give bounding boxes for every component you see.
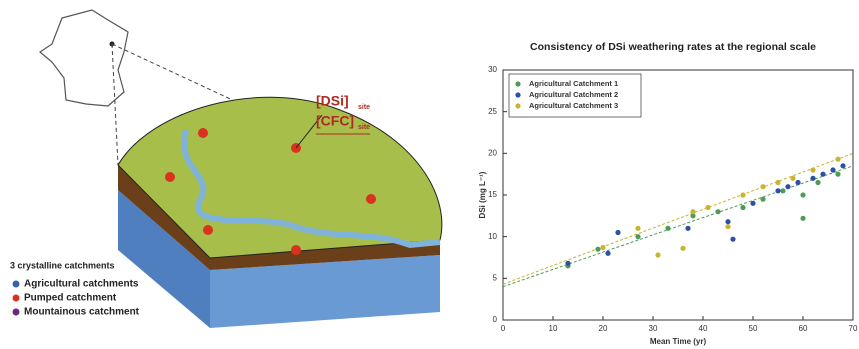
x-tick-label: 40 (699, 324, 708, 333)
point (840, 163, 846, 169)
point (795, 179, 801, 186)
pumping-site (198, 128, 208, 138)
x-tick-label: 50 (749, 324, 758, 333)
point (800, 192, 806, 198)
legend-label: Agricultural catchments (24, 279, 139, 290)
point (680, 245, 686, 251)
point (800, 215, 806, 221)
point (790, 175, 796, 181)
block-front (210, 255, 440, 328)
y-tick-label: 5 (493, 273, 498, 282)
legend-marker (515, 103, 521, 109)
y-tick-label: 15 (488, 190, 497, 199)
point (690, 213, 696, 219)
point (635, 225, 641, 231)
point (835, 171, 841, 177)
chart-title: Consistency of DSi weathering rates at t… (530, 41, 816, 53)
point (810, 167, 816, 173)
y-tick-label: 25 (488, 107, 497, 116)
legend-label: Mountainous catchment (24, 307, 140, 318)
legend-marker (515, 92, 521, 98)
river (181, 129, 441, 249)
trend-line (502, 165, 854, 288)
point (775, 179, 781, 186)
point (685, 225, 691, 231)
point (615, 229, 621, 236)
point (595, 246, 601, 252)
y-axis-label: DSi (mg L⁻¹) (478, 171, 487, 218)
x-tick-label: 70 (849, 324, 858, 333)
point (715, 209, 721, 215)
pumping-site (366, 194, 376, 204)
block-side (118, 190, 210, 328)
point (600, 244, 606, 251)
y-tick-label: 10 (488, 232, 497, 241)
point (775, 188, 781, 194)
point (785, 184, 791, 190)
concentration-label: [DSi] (316, 93, 349, 109)
point (750, 200, 756, 206)
legend-marker (515, 81, 521, 87)
x-tick-label: 0 (501, 324, 506, 333)
x-tick-label: 20 (599, 324, 608, 333)
point (760, 184, 766, 190)
legend-label: Agricultural Catchment 3 (529, 101, 618, 110)
point (810, 175, 816, 181)
trend-line (502, 152, 854, 285)
callout-line (295, 114, 323, 149)
y-tick-label: 0 (493, 315, 498, 324)
legend-box (508, 73, 642, 118)
chart: Consistency of DSi weathering rates at t… (478, 41, 858, 346)
point (760, 196, 766, 202)
point (835, 156, 841, 162)
legend-label: Pumped catchment (24, 293, 117, 304)
y-tick-label: 30 (488, 65, 497, 74)
france-map (38, 9, 129, 107)
x-axis-label: Mean Time (yr) (650, 337, 707, 346)
x-tick-label: 30 (649, 324, 658, 333)
legend-label: Agricultural Catchment 1 (529, 79, 618, 88)
point (725, 219, 731, 225)
pumping-site (203, 225, 213, 235)
land-surface (117, 96, 443, 259)
concentration-subscript: site (358, 104, 370, 111)
legend-marker (12, 280, 20, 288)
legend-marker (12, 308, 20, 316)
concentration-label: [CFC] (316, 113, 354, 129)
point (665, 225, 671, 231)
legend-marker (12, 294, 20, 302)
point (730, 236, 736, 242)
point (655, 252, 661, 258)
pumping-site (165, 172, 175, 182)
point (740, 192, 746, 198)
point (705, 204, 711, 211)
concentration-subscript: site (358, 124, 370, 131)
point (815, 179, 821, 186)
point (820, 171, 826, 177)
zoom-line (111, 43, 119, 166)
y-tick-label: 20 (488, 148, 497, 157)
point (725, 224, 731, 230)
pumping-site (291, 245, 301, 255)
point (635, 234, 641, 240)
diagram-labels: [DSi] site [CFC] site 3 crystalline catchmen… (10, 93, 370, 318)
point (690, 209, 696, 215)
x-tick-label: 10 (549, 324, 558, 333)
point (565, 260, 571, 266)
point (780, 188, 786, 194)
point (830, 167, 836, 173)
point (740, 204, 746, 211)
legend-title: 3 crystalline catchments (10, 260, 115, 270)
point (605, 250, 611, 256)
x-tick-label: 60 (799, 324, 808, 333)
legend-label: Agricultural Catchment 2 (529, 90, 618, 99)
